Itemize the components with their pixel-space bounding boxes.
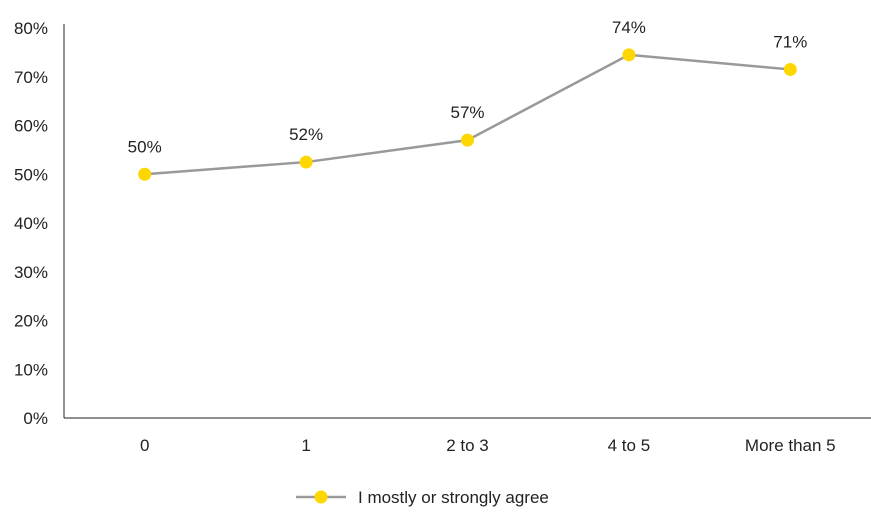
x-tick-label: 0 (140, 436, 149, 455)
data-label: 52% (289, 125, 323, 144)
series-group: 50% 52% 57% 74% 71% (128, 18, 807, 181)
axes (63, 24, 871, 419)
data-label: 74% (612, 18, 646, 37)
data-point (783, 62, 797, 76)
data-label: 57% (450, 103, 484, 122)
legend-label: I mostly or strongly agree (358, 488, 549, 507)
y-tick-label: 60% (14, 117, 48, 136)
y-tick-label: 40% (14, 214, 48, 233)
x-tick-labels: 0 1 2 to 3 4 to 5 More than 5 (140, 436, 836, 455)
data-label: 71% (773, 32, 807, 51)
y-tick-label: 20% (14, 312, 48, 331)
x-tick-label: 2 to 3 (446, 436, 489, 455)
data-point (299, 155, 313, 169)
y-tick-label: 70% (14, 68, 48, 87)
legend: I mostly or strongly agree (296, 488, 549, 507)
y-tick-label: 0% (23, 409, 48, 428)
data-point (461, 133, 474, 147)
data-point (138, 167, 152, 181)
data-point (622, 48, 636, 62)
y-tick-label: 80% (14, 19, 48, 38)
y-tick-label: 50% (14, 165, 48, 184)
y-tick-label: 10% (14, 360, 48, 379)
legend-marker-swatch (314, 490, 328, 504)
y-tick-label: 30% (14, 263, 48, 282)
data-label: 50% (128, 137, 162, 156)
x-tick-label: 1 (301, 436, 310, 455)
x-tick-label: More than 5 (745, 436, 836, 455)
x-tick-label: 4 to 5 (608, 436, 651, 455)
y-tick-labels: 0% 10% 20% 30% 40% 50% 60% 70% 80% (14, 19, 48, 428)
